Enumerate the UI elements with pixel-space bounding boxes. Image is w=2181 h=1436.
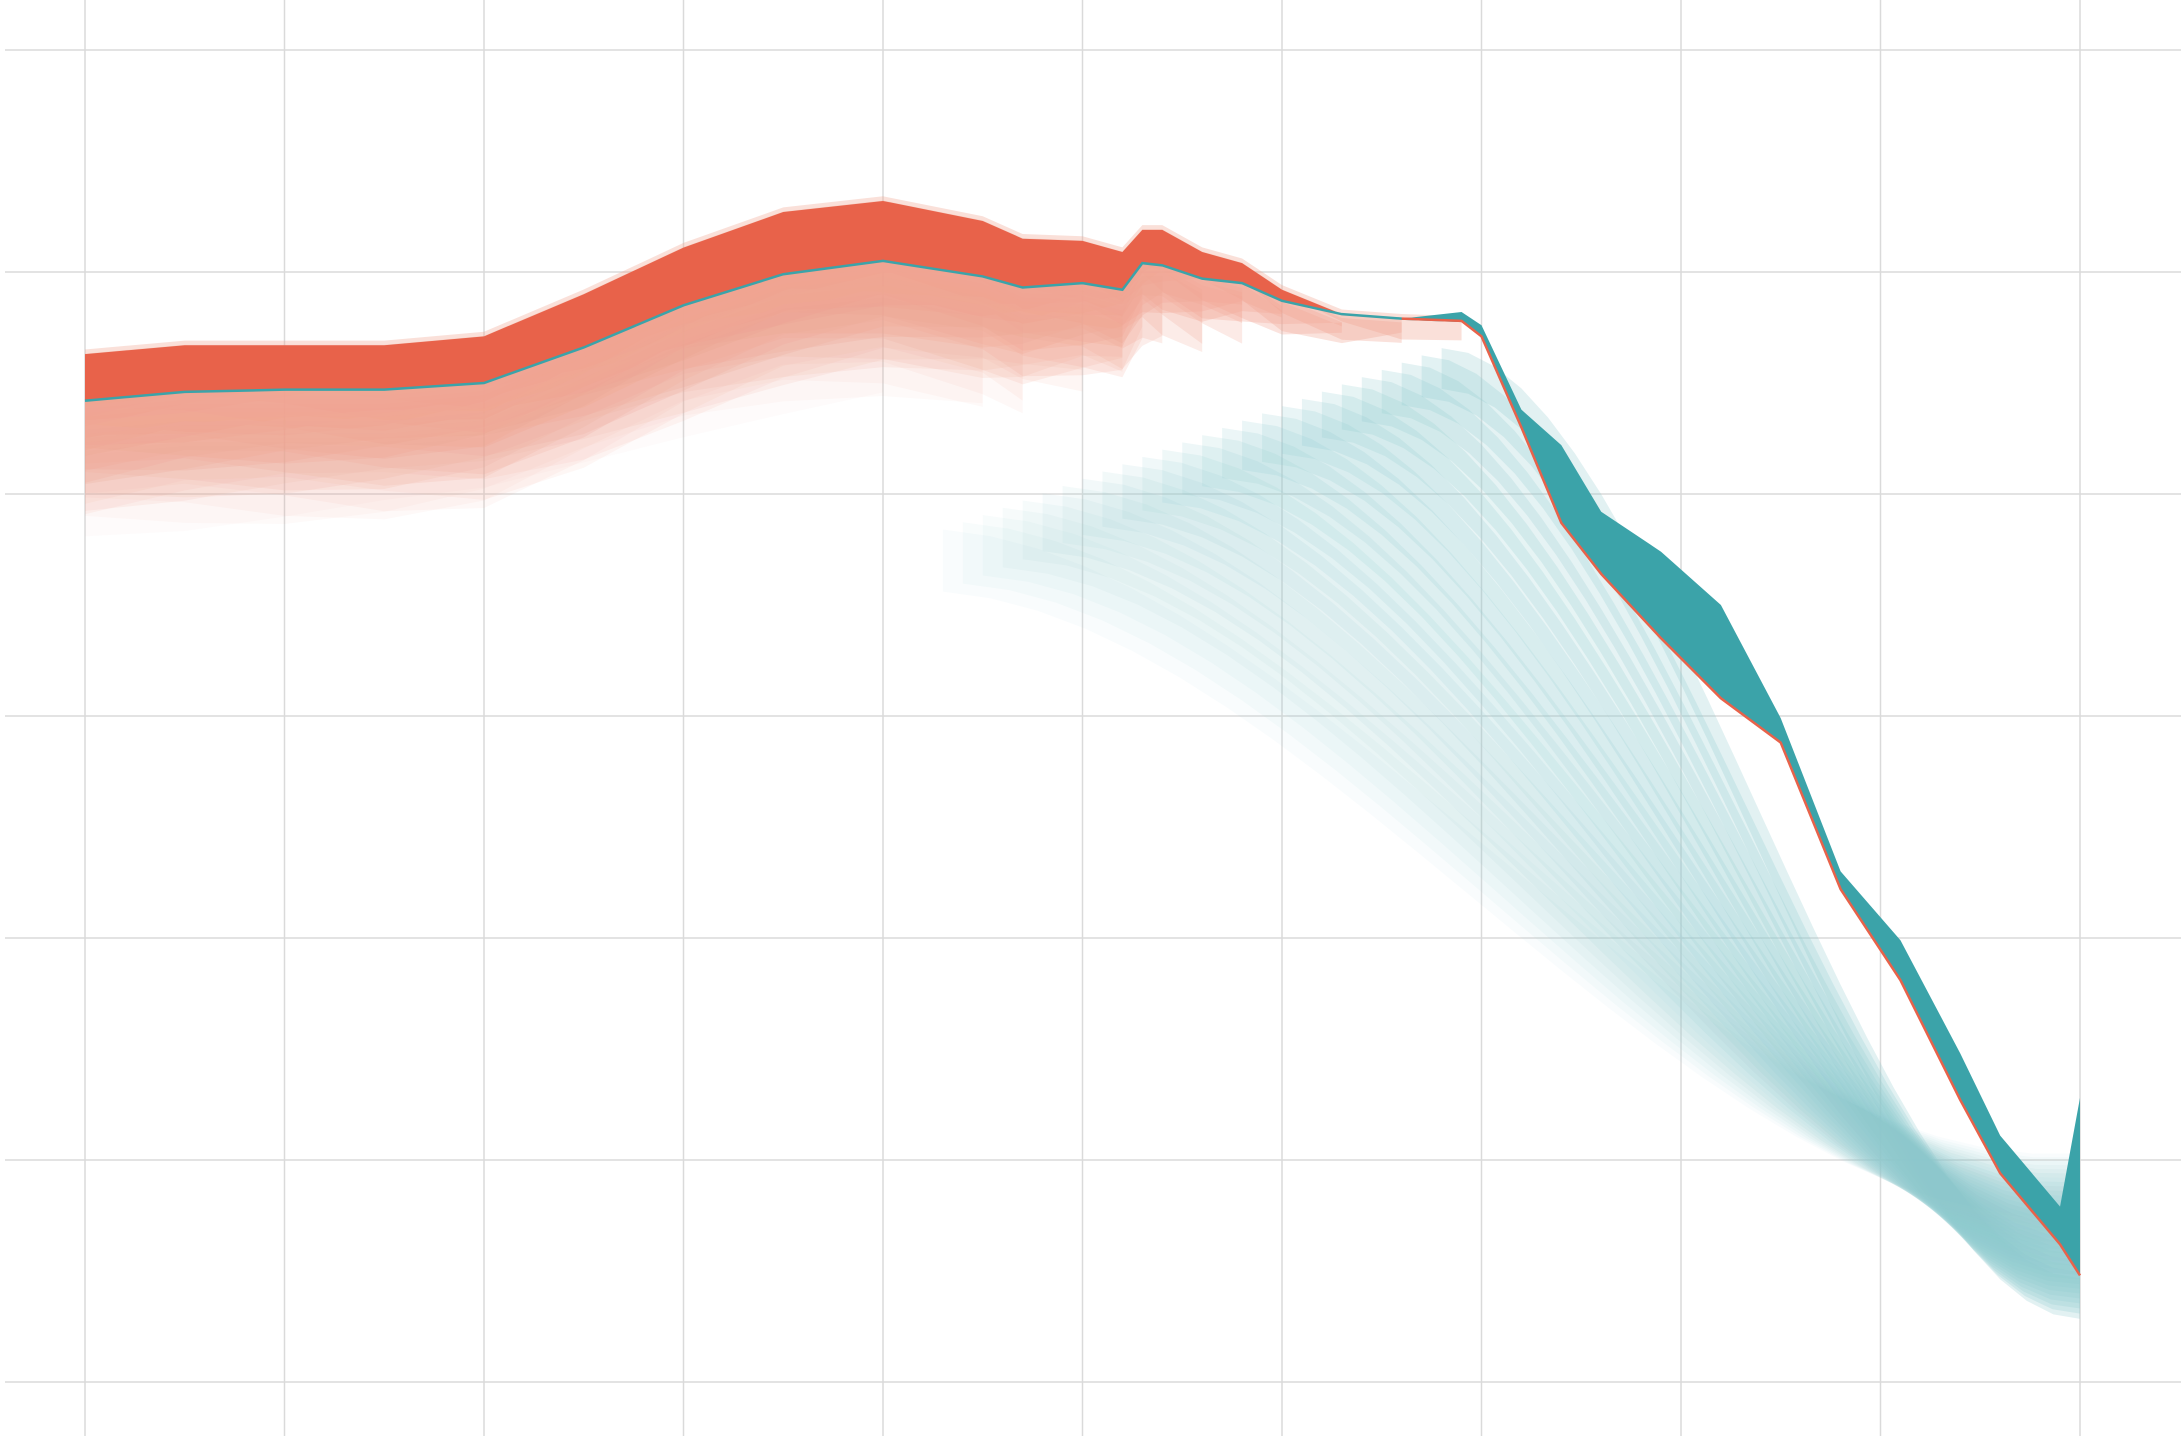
ghost-band-teal (1082, 478, 2080, 1239)
ghost-band-teal (1162, 449, 2080, 1254)
ghost-band-teal (1441, 348, 2080, 1319)
ghost-band-teal (1022, 500, 2080, 1229)
ghost-band-teal (1102, 471, 2080, 1243)
ghost-band-teal (1381, 369, 2080, 1304)
ghost-band-teal (1401, 362, 2080, 1309)
ghost-band-teal (1341, 384, 2080, 1294)
ghost-band-red (85, 247, 1163, 471)
ghost-band-red (85, 272, 1123, 498)
band-edge-line-red (84, 259, 1462, 403)
ghost-band-red (85, 225, 1243, 456)
ghost-band-teal (1242, 420, 2080, 1271)
ghost-band-red (85, 293, 983, 520)
ghost-band-red (85, 285, 1023, 504)
main-bands (84, 200, 2082, 1277)
ghost-band-teal (1321, 391, 2080, 1289)
ghost-band-red (85, 234, 1243, 448)
ghost-band-teal (1282, 406, 2080, 1280)
ghost-band-red (85, 289, 1023, 512)
ghost-band-teal (942, 529, 2080, 1216)
ghost-band-teal (1182, 442, 2080, 1258)
ghost-band-teal (1202, 435, 2080, 1262)
ghost-band-red (85, 280, 1083, 515)
ghost-band-red (85, 276, 1083, 511)
ghost-band-teal (1042, 493, 2080, 1232)
ghost-band-red (85, 268, 1123, 491)
ghost-band-red (85, 242, 1203, 464)
ghost-band-red (85, 259, 1143, 475)
ghost-band-teal (1142, 456, 2080, 1250)
ghost-band-teal (1062, 485, 2080, 1235)
ghost-band-red (85, 251, 1163, 485)
ghost-band-teal (1301, 398, 2080, 1285)
ghost-band-teal (1002, 507, 2081, 1225)
ghost-band-teal (1122, 464, 2080, 1246)
main-band-red (85, 200, 1462, 401)
ghost-band-red (85, 301, 883, 537)
ghost-band-teal (962, 522, 2080, 1219)
band-edge-line-teal (1401, 317, 2082, 1277)
grid (5, 0, 2181, 1436)
ghost-band-teal (1361, 377, 2080, 1299)
ghost-band-red (85, 255, 1143, 483)
ghost-band-red (85, 263, 1123, 486)
ghost-band-teal (1262, 413, 2080, 1275)
main-band-teal (1401, 311, 2080, 1276)
ghost-band-red (85, 230, 1243, 451)
ghost-band-teal (1421, 355, 2080, 1314)
ghost-band-teal (1222, 427, 2080, 1267)
ghost-band-red (85, 297, 983, 525)
ghost-band-red (85, 238, 1203, 459)
ghost-band-teal (982, 515, 2080, 1222)
